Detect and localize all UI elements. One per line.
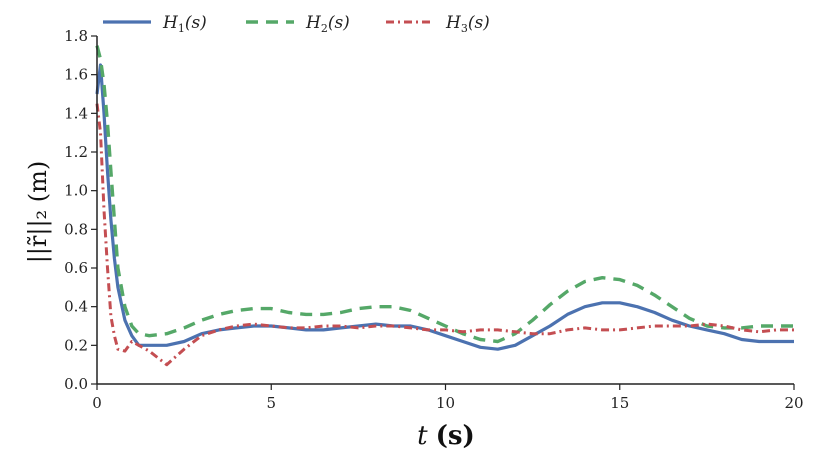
y-tick-label: 0.8 (64, 220, 88, 238)
series-line-h3 (95, 103, 794, 367)
x-tick-label: 20 (784, 394, 803, 412)
x-tick-label: 0 (92, 394, 102, 412)
y-tick-label: 0.0 (64, 375, 88, 393)
y-tick-label: 1.0 (64, 182, 88, 200)
axes-layer (96, 36, 794, 385)
x-tick-label: 15 (610, 394, 629, 412)
y-tick-label: 1.2 (64, 143, 88, 161)
series-line-h2 (95, 45, 794, 344)
y-tick-label: 0.4 (64, 298, 88, 316)
y-tick-label: 0.6 (64, 259, 88, 277)
legend-label-h3: H3(s) (445, 13, 490, 35)
legend-label-h1: H1(s) (162, 13, 207, 35)
y-tick-label: 1.8 (64, 27, 88, 45)
x-tick-label: 10 (436, 394, 455, 412)
y-tick-label: 1.6 (64, 66, 88, 84)
x-axis-title-var: t (417, 421, 428, 451)
y-tick-label: 0.2 (64, 336, 88, 354)
ticks-layer: 0 5 10 15 20 0.0 0.2 0.4 0.6 0.8 1.0 1.2 1.4 1.6 1.8 (64, 27, 803, 412)
series-layer (95, 45, 794, 367)
legend-label-h2: H2(s) (305, 13, 350, 35)
x-axis-title: t (s) (417, 421, 475, 451)
y-axis-title: ||r̃||₂ (m) (24, 161, 53, 264)
x-tick-label: 5 (266, 394, 276, 412)
series-line-h1 (95, 63, 794, 351)
x-axis-title-unit: (s) (436, 421, 475, 451)
legend: H1(s) H2(s) H3(s) (103, 13, 490, 35)
y-tick-label: 1.4 (64, 104, 88, 122)
